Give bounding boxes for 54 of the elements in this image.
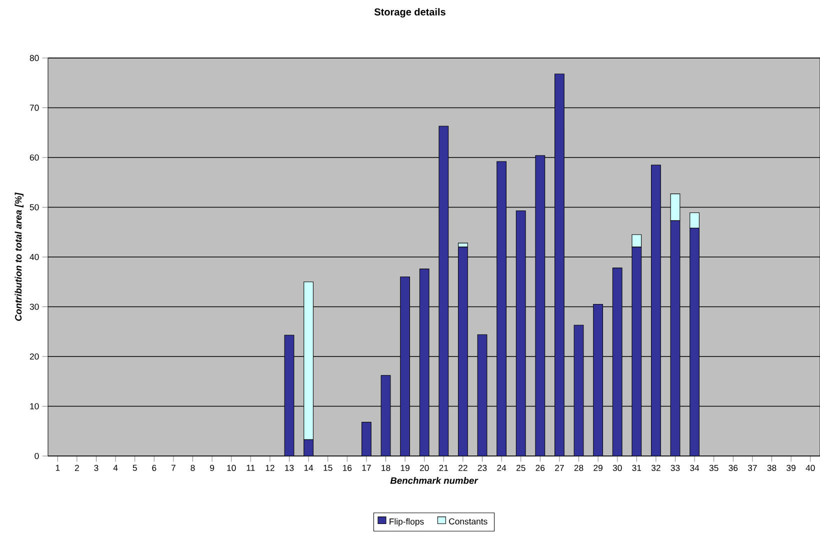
x-tick-label: 18	[382, 464, 390, 471]
y-tick-label: 50	[30, 204, 39, 210]
x-tick-label: 21	[439, 464, 448, 471]
x-tick-label: 30	[612, 464, 622, 471]
x-tick-label: 13	[285, 464, 294, 471]
x-tick-label: 31	[632, 464, 642, 471]
x-tick-label: 24	[497, 464, 506, 471]
x-tick-label: 15	[324, 464, 332, 471]
y-tick-label: 70	[30, 104, 39, 111]
chart-title: Storage details	[374, 8, 446, 18]
x-tick-label: 9	[210, 464, 214, 471]
x-tick-label: 2	[74, 464, 79, 471]
x-tick-label: 16	[343, 464, 352, 471]
x-tick-label: 40	[806, 464, 815, 471]
x-tick-label: 5	[132, 464, 137, 471]
x-tick-label: 27	[555, 464, 564, 471]
x-tick-label: 39	[786, 464, 796, 471]
y-tick-label: 80	[30, 54, 39, 62]
x-tick-label: 34	[690, 464, 700, 471]
legend-label: Constants	[449, 518, 488, 524]
legend-label: Flip-flops	[390, 518, 424, 526]
x-tick-label: 23	[478, 464, 487, 471]
x-tick-label: 19	[400, 464, 410, 471]
x-tick-label: 36	[728, 464, 738, 471]
x-tick-label: 17	[362, 464, 371, 471]
x-tick-label: 11	[246, 464, 255, 471]
y-tick-label: 40	[30, 254, 39, 260]
x-tick-label: 32	[651, 464, 660, 471]
x-tick-label: 26	[536, 464, 545, 471]
x-tick-label: 33	[670, 464, 680, 471]
y-tick-label: 30	[30, 304, 39, 310]
x-tick-label: 22	[458, 464, 468, 471]
x-tick-label: 25	[516, 464, 526, 471]
x-tick-label: 35	[709, 464, 718, 471]
x-tick-label: 6	[152, 464, 156, 471]
x-tick-label: 12	[266, 464, 274, 471]
y-axis-title: Contribution to total area [%]	[14, 192, 24, 321]
x-tick-label: 8	[190, 464, 195, 471]
x-tick-label: 3	[94, 464, 98, 471]
x-tick-label: 10	[227, 464, 236, 471]
x-tick-label: 37	[748, 464, 757, 471]
y-tick-label: 10	[30, 403, 39, 410]
x-tick-label: 4	[113, 464, 118, 471]
x-tick-label: 20	[420, 464, 429, 471]
x-tick-label: 14	[304, 464, 314, 471]
x-tick-label: 1	[56, 464, 60, 471]
x-axis-title: Benchmark number	[390, 477, 478, 484]
y-tick-label: 20	[30, 353, 39, 360]
x-tick-label: 29	[594, 464, 602, 471]
x-tick-label: 38	[767, 464, 776, 471]
x-tick-label: 28	[574, 464, 584, 471]
x-tick-label: 7	[171, 464, 176, 471]
y-tick-label: 0	[34, 452, 39, 460]
y-tick-label: 60	[30, 154, 39, 161]
